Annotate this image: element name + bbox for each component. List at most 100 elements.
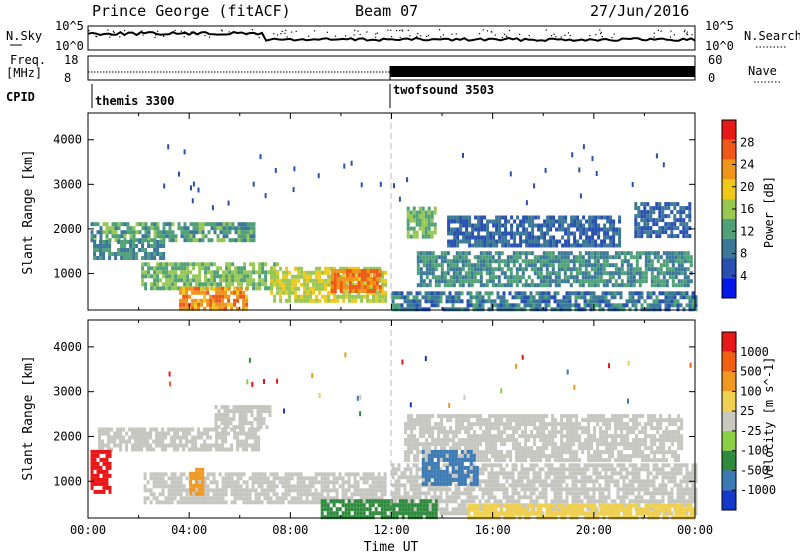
range-cell bbox=[539, 267, 543, 272]
range-cell bbox=[422, 434, 426, 439]
range-cell bbox=[227, 484, 231, 489]
range-cell bbox=[126, 240, 130, 244]
range-cell bbox=[326, 500, 330, 505]
range-cell bbox=[500, 259, 504, 264]
range-cell bbox=[560, 430, 564, 435]
range-cell bbox=[496, 471, 500, 476]
range-cell bbox=[603, 235, 607, 240]
range-cell bbox=[617, 251, 621, 256]
range-cell bbox=[673, 206, 677, 211]
range-cell bbox=[587, 438, 591, 443]
range-cell bbox=[256, 409, 260, 414]
range-cell bbox=[565, 291, 569, 296]
range-cell bbox=[182, 286, 186, 291]
range-cell bbox=[394, 467, 398, 472]
range-cell bbox=[691, 295, 695, 300]
range-cell bbox=[533, 458, 537, 463]
range-cell bbox=[250, 425, 254, 430]
range-cell bbox=[614, 263, 618, 268]
range-cell bbox=[123, 234, 127, 239]
range-cell bbox=[643, 299, 647, 304]
nsearch-dot bbox=[172, 31, 175, 33]
range-cell bbox=[655, 234, 659, 239]
range-cell bbox=[523, 471, 527, 476]
colorbar-tick-label: 20 bbox=[740, 180, 754, 194]
range-cell bbox=[650, 271, 654, 276]
range-cell bbox=[591, 235, 595, 240]
range-cell bbox=[460, 507, 464, 512]
sparse-cell bbox=[379, 181, 382, 187]
range-cell bbox=[250, 409, 254, 414]
range-cell bbox=[482, 267, 486, 272]
range-cell bbox=[161, 435, 165, 440]
range-cell bbox=[418, 218, 422, 223]
range-cell bbox=[656, 275, 660, 280]
range-cell bbox=[215, 447, 219, 452]
range-cell bbox=[179, 439, 183, 444]
range-cell bbox=[685, 234, 689, 239]
range-cell bbox=[266, 488, 270, 493]
range-cell bbox=[273, 270, 277, 275]
nsearch-dot bbox=[154, 36, 156, 39]
range-cell bbox=[653, 450, 657, 455]
range-cell bbox=[128, 427, 132, 432]
range-cell bbox=[204, 282, 208, 287]
range-cell bbox=[567, 239, 571, 244]
range-cell bbox=[394, 295, 398, 300]
range-cell bbox=[424, 218, 428, 223]
range-cell bbox=[242, 447, 246, 452]
range-cell bbox=[161, 476, 165, 481]
range-cell bbox=[497, 430, 501, 435]
range-cell bbox=[197, 431, 201, 436]
range-cell bbox=[551, 446, 555, 451]
range-cell bbox=[568, 303, 572, 308]
range-cell bbox=[171, 238, 175, 243]
range-cell bbox=[412, 214, 416, 219]
range-cell bbox=[182, 427, 186, 432]
range-cell bbox=[506, 275, 510, 280]
range-cell bbox=[174, 274, 178, 279]
range-cell bbox=[335, 476, 339, 481]
range-cell bbox=[150, 286, 154, 291]
range-cell bbox=[258, 278, 262, 283]
range-cell bbox=[491, 279, 495, 284]
range-cell bbox=[650, 267, 654, 272]
range-cell bbox=[333, 269, 337, 273]
range-cell bbox=[215, 427, 219, 432]
range-cell bbox=[299, 480, 303, 485]
range-cell bbox=[554, 450, 558, 455]
range-cell bbox=[422, 446, 426, 451]
range-cell bbox=[626, 434, 630, 439]
range-cell bbox=[380, 488, 384, 493]
range-cell bbox=[303, 282, 307, 287]
range-cell bbox=[563, 426, 567, 431]
range-cell bbox=[403, 299, 407, 304]
range-cell bbox=[430, 210, 434, 215]
range-cell bbox=[384, 298, 388, 303]
range-cell bbox=[132, 248, 136, 252]
range-cell bbox=[153, 248, 157, 252]
range-cell bbox=[518, 414, 522, 419]
range-cell bbox=[149, 500, 153, 505]
range-cell bbox=[477, 243, 481, 248]
range-cell bbox=[257, 476, 261, 481]
range-cell bbox=[566, 418, 570, 423]
range-cell bbox=[422, 279, 426, 284]
range-cell bbox=[542, 259, 546, 264]
range-cell bbox=[191, 302, 195, 307]
range-cell bbox=[161, 480, 165, 485]
range-cell bbox=[637, 210, 641, 215]
range-cell bbox=[194, 496, 198, 501]
range-cell bbox=[165, 262, 169, 267]
range-cell bbox=[527, 414, 531, 419]
range-cell bbox=[558, 227, 562, 232]
range-cell bbox=[670, 299, 674, 304]
range-cell bbox=[547, 291, 551, 296]
range-cell bbox=[551, 267, 555, 272]
range-cell bbox=[465, 227, 469, 232]
range-cell bbox=[451, 507, 455, 512]
range-cell bbox=[251, 431, 255, 436]
range-cell bbox=[221, 447, 225, 452]
range-cell bbox=[342, 298, 346, 303]
range-cell bbox=[474, 235, 478, 240]
